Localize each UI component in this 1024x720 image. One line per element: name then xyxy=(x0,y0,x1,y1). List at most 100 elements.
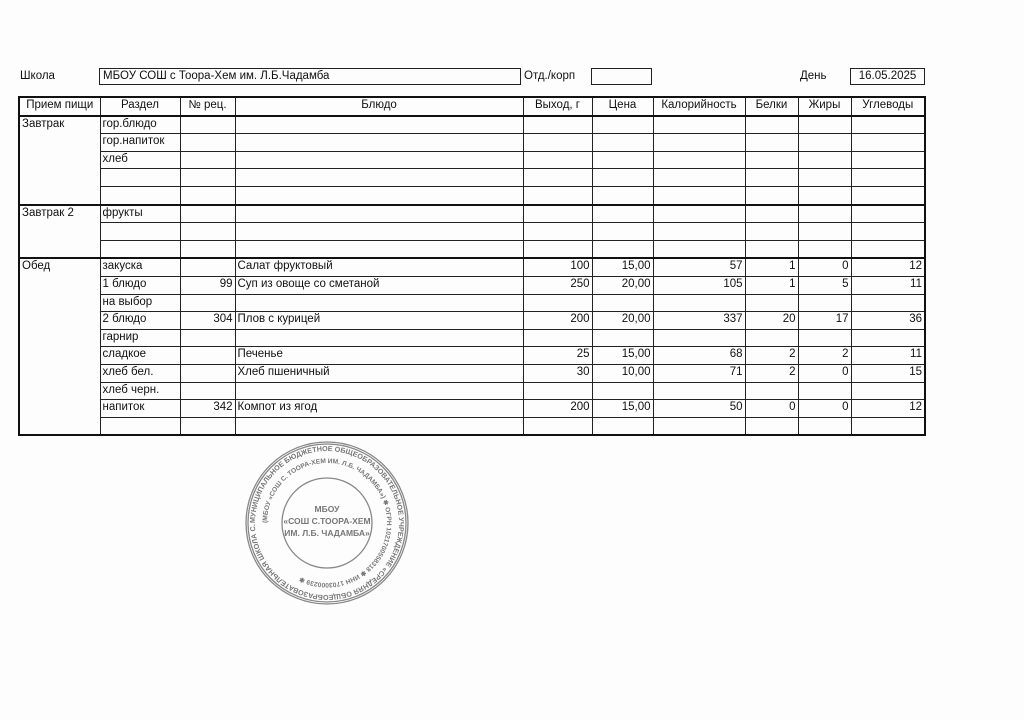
protein-cell xyxy=(744,133,799,152)
recipe-no-cell xyxy=(179,115,236,135)
svg-text:ИМ. Л.Б. ЧАДАМБА»: ИМ. Л.Б. ЧАДАМБА» xyxy=(284,528,370,538)
recipe-no-cell xyxy=(179,168,236,187)
day-label: День xyxy=(800,70,827,82)
dish-cell: Суп из овоще со сметаной xyxy=(234,275,524,295)
price-cell xyxy=(591,150,654,170)
section-cell: закуска xyxy=(99,257,181,277)
table-row xyxy=(19,416,926,436)
recipe-no-cell xyxy=(179,150,236,170)
yield-cell xyxy=(522,381,593,401)
calories-cell: 105 xyxy=(652,275,746,295)
protein-cell: 1 xyxy=(744,257,799,277)
dish-cell xyxy=(234,381,524,401)
dish-cell xyxy=(234,239,524,259)
table-header-row: Прием пищи Раздел № рец. Блюдо Выход, г Цена К… xyxy=(18,96,926,117)
section-cell: на выбор xyxy=(99,293,181,313)
section-cell: сладкое xyxy=(99,346,181,365)
recipe-no-cell: 304 xyxy=(179,311,236,330)
dish-cell: Хлеб пшеничный xyxy=(234,363,524,383)
price-cell: 20,00 xyxy=(591,311,654,330)
column-header: Раздел xyxy=(99,96,181,117)
fat-cell: 17 xyxy=(797,311,852,330)
section-cell xyxy=(99,168,181,187)
yield-cell: 200 xyxy=(522,311,593,330)
section-cell: 1 блюдо xyxy=(99,275,181,295)
price-cell xyxy=(591,293,654,313)
price-cell xyxy=(591,328,654,348)
dish-cell xyxy=(234,168,524,187)
recipe-no-cell xyxy=(179,133,236,152)
section-cell xyxy=(99,239,181,259)
protein-cell xyxy=(744,168,799,187)
carbs-cell xyxy=(850,293,926,313)
calories-cell xyxy=(652,381,746,401)
yield-cell xyxy=(522,239,593,259)
fat-cell xyxy=(797,222,852,241)
calories-cell xyxy=(652,203,746,224)
fat-cell xyxy=(797,293,852,313)
carbs-cell xyxy=(850,133,926,152)
fat-cell: 0 xyxy=(797,399,852,418)
carbs-cell xyxy=(850,185,926,206)
carbs-cell: 11 xyxy=(850,346,926,365)
recipe-no-cell xyxy=(179,222,236,241)
date-field: 16.05.2025 xyxy=(850,68,925,85)
section-cell: хлеб бел. xyxy=(99,363,181,383)
table-row: Обед закуска Салат фруктовый 100 15,00 57 1 0 12 xyxy=(18,257,926,436)
dish-cell xyxy=(234,115,524,135)
carbs-cell xyxy=(850,239,926,259)
recipe-no-cell xyxy=(179,203,236,224)
price-cell: 15,00 xyxy=(591,346,654,365)
protein-cell xyxy=(744,381,799,401)
fat-cell xyxy=(797,150,852,170)
price-cell: 10,00 xyxy=(591,363,654,383)
calories-cell: 50 xyxy=(652,399,746,418)
table-row xyxy=(19,222,926,241)
recipe-no-cell xyxy=(179,328,236,348)
table-row xyxy=(19,168,926,187)
price-cell: 15,00 xyxy=(591,257,654,277)
calories-cell xyxy=(652,239,746,259)
recipe-no-cell xyxy=(179,257,236,277)
column-header: Блюдо xyxy=(234,96,524,117)
dish-cell xyxy=(234,328,524,348)
yield-cell: 250 xyxy=(522,275,593,295)
dish-cell xyxy=(234,222,524,241)
column-header: Цена xyxy=(591,96,654,117)
yield-cell xyxy=(522,150,593,170)
meal-cell: Обед xyxy=(18,257,101,436)
price-cell xyxy=(591,381,654,401)
menu-table: Прием пищи Раздел № рец. Блюдо Выход, г Цена К… xyxy=(18,96,926,437)
yield-cell xyxy=(522,222,593,241)
calories-cell xyxy=(652,328,746,348)
dish-cell xyxy=(234,416,524,436)
yield-cell xyxy=(522,168,593,187)
price-cell xyxy=(591,133,654,152)
recipe-no-cell xyxy=(179,185,236,206)
price-cell xyxy=(591,185,654,206)
price-cell xyxy=(591,115,654,135)
recipe-no-cell: 99 xyxy=(179,275,236,295)
dept-field xyxy=(591,68,652,85)
yield-cell xyxy=(522,203,593,224)
carbs-cell: 36 xyxy=(850,311,926,330)
fat-cell xyxy=(797,416,852,436)
calories-cell xyxy=(652,222,746,241)
school-label: Школа xyxy=(20,70,55,82)
calories-cell xyxy=(652,150,746,170)
protein-cell: 2 xyxy=(744,346,799,365)
protein-cell xyxy=(744,222,799,241)
table-row: сладкое Печенье 25 15,00 68 2 2 11 xyxy=(19,346,926,365)
protein-cell xyxy=(744,293,799,313)
price-cell xyxy=(591,203,654,224)
recipe-no-cell xyxy=(179,381,236,401)
dish-cell xyxy=(234,293,524,313)
section-cell: гор.блюдо xyxy=(99,115,181,135)
table-row: гор.напиток xyxy=(19,133,926,152)
calories-cell: 337 xyxy=(652,311,746,330)
fat-cell xyxy=(797,239,852,259)
calories-cell: 57 xyxy=(652,257,746,277)
protein-cell: 1 xyxy=(744,275,799,295)
section-cell: 2 блюдо xyxy=(99,311,181,330)
carbs-cell xyxy=(850,150,926,170)
